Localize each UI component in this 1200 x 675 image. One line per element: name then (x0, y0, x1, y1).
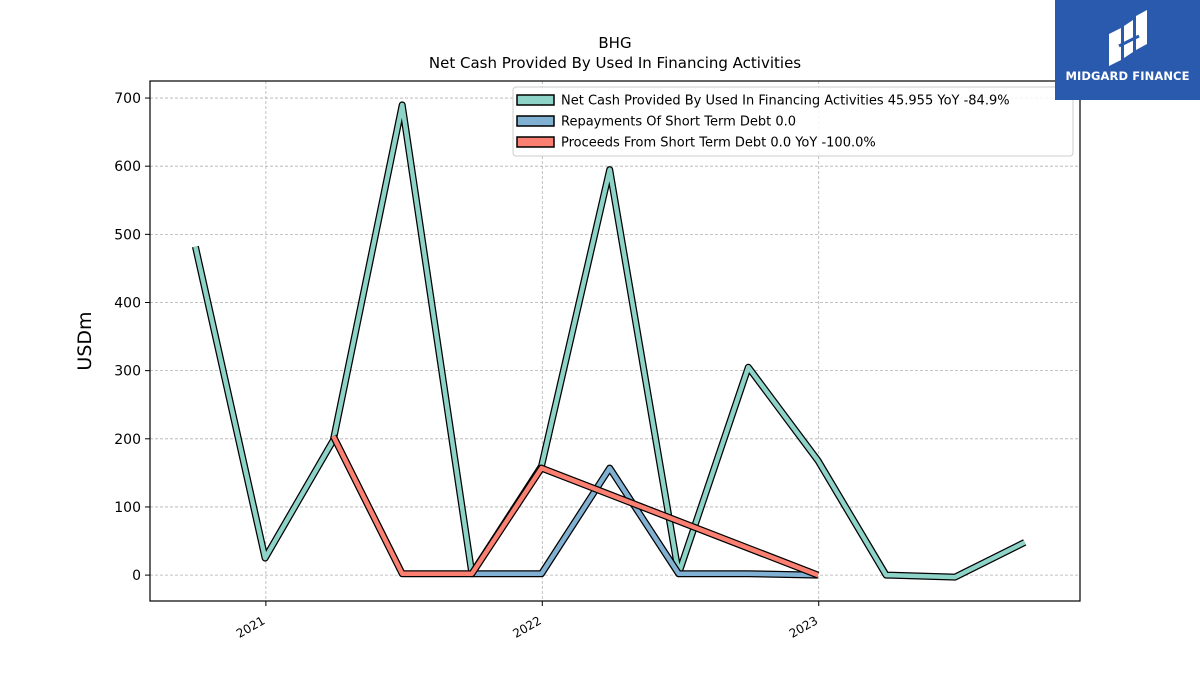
y-axis-label: USDm (74, 311, 96, 370)
y-tick-label: 300 (114, 364, 141, 380)
legend-swatch (516, 94, 555, 106)
y-tick-label: 0 (132, 568, 141, 584)
grid-lines (150, 81, 1080, 601)
y-tick-label: 200 (114, 432, 141, 448)
legend-label: Net Cash Provided By Used In Financing A… (561, 94, 1010, 109)
plot-frame (149, 80, 1081, 602)
y-tick-label: 600 (114, 159, 141, 175)
x-tick-label: 2023 (787, 613, 820, 640)
x-tick-label: 2022 (510, 613, 543, 640)
y-tick-label: 500 (114, 227, 141, 243)
legend-label: Repayments Of Short Term Debt 0.0 (561, 115, 796, 130)
y-axis-ticks: 0 100 200 300 400 500 600 700 (114, 91, 150, 584)
y-tick-label: 100 (114, 500, 141, 516)
chart-subtitle: Net Cash Provided By Used In Financing A… (429, 54, 801, 72)
series-line (193, 102, 1026, 580)
series-lines (191, 101, 1027, 581)
midgard-finance-logo: MIDGARD FINANCE (1055, 0, 1200, 100)
y-tick-label: 400 (114, 295, 141, 311)
midgard-logo-icon (1109, 10, 1147, 66)
series-line (331, 435, 819, 578)
legend-swatch (516, 136, 555, 148)
x-axis-ticks: 2021 2022 2023 (234, 601, 820, 641)
chart-title: BHG (598, 34, 631, 52)
legend-swatch (516, 115, 555, 127)
series-line-outline (330, 434, 820, 579)
legend: Net Cash Provided By Used In Financing A… (512, 86, 1074, 157)
logo-text: MIDGARD FINANCE (1065, 69, 1190, 83)
series-line (471, 465, 819, 578)
legend-box (512, 86, 1074, 157)
legend-label: Proceeds From Short Term Debt 0.0 YoY -1… (561, 136, 876, 151)
x-tick-label: 2021 (234, 613, 267, 640)
y-tick-label: 700 (114, 91, 141, 107)
